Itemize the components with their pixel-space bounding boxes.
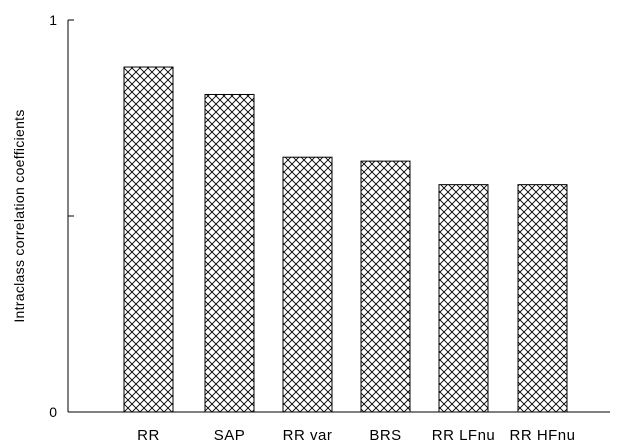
y-axis-label: Intraclass correlation coefficients: [11, 109, 27, 322]
bars-group: [123, 66, 568, 413]
category-label-rr-var: RR var: [283, 427, 333, 444]
y-tick-label-bottom: 0: [49, 404, 57, 420]
category-label-rr: RR: [137, 427, 160, 444]
bar-rr-lfnu: [438, 184, 489, 413]
bar-rr-var: [282, 156, 333, 413]
y-tick-label-top: 1: [49, 12, 57, 28]
bar-brs: [360, 160, 411, 413]
category-label-sap: SAP: [214, 427, 246, 444]
bar-sap: [204, 93, 255, 413]
category-label-rr-hfnu: RR HFnu: [509, 427, 575, 444]
category-label-brs: BRS: [369, 427, 401, 444]
category-label-rr-lfnu: RR LFnu: [432, 427, 496, 444]
category-labels-group: RR SAP RR var BRS RR LFnu RR HFnu: [137, 427, 575, 444]
bar-rr: [123, 66, 174, 413]
bar-rr-hfnu: [517, 184, 568, 413]
